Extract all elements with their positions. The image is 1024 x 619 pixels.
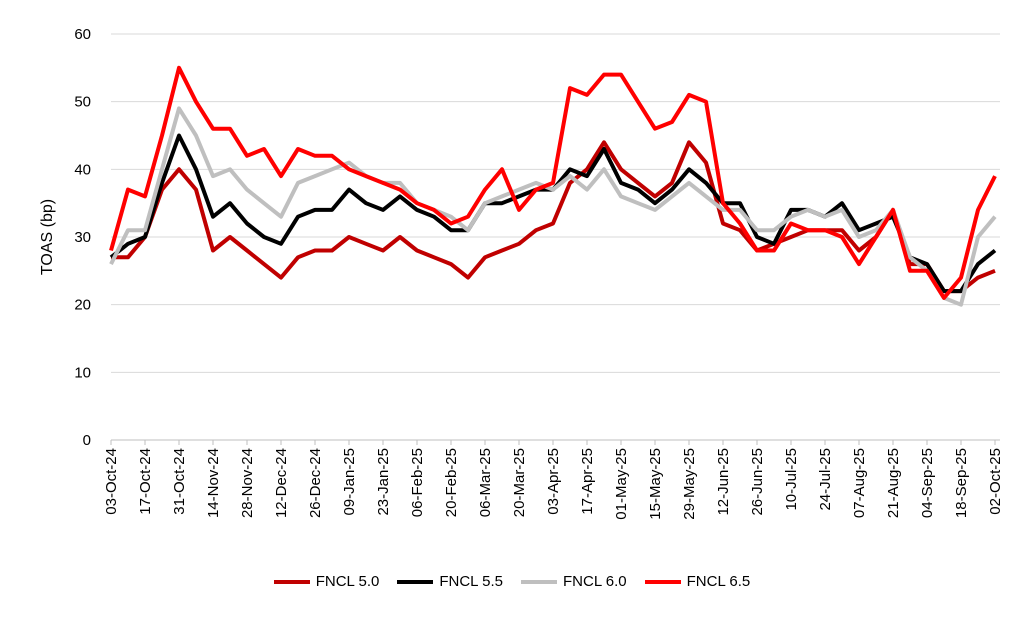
series-line-fncl-5-0 (111, 140, 996, 294)
legend-item: FNCL 6.0 (521, 573, 627, 590)
gridlines (111, 33, 1000, 441)
x-tick-label: 04-Sep-25 (919, 448, 936, 518)
legend-label: FNCL 6.0 (563, 573, 627, 590)
series-line-fncl-6-5 (109, 65, 997, 300)
y-tick-label: 10 (74, 364, 91, 381)
legend-label: FNCL 6.5 (686, 573, 751, 590)
legend-swatch (644, 579, 681, 584)
legend-label: FNCL 5.0 (315, 573, 380, 590)
y-tick-label: 0 (83, 432, 91, 449)
x-tick-label: 09-Jan-25 (341, 448, 358, 516)
x-tick-label: 18-Sep-25 (953, 448, 970, 518)
x-tick-label: 23-Jan-25 (375, 448, 392, 516)
y-tick-label: 20 (74, 297, 91, 314)
y-tick-label: 40 (74, 161, 91, 178)
x-tick-label: 26-Jun-25 (749, 448, 766, 516)
y-tick-label: 50 (74, 94, 91, 111)
y-axis-ticks: 0 10 20 30 40 50 60 (74, 26, 91, 449)
x-tick-label: 12-Dec-24 (273, 448, 290, 518)
x-tick-label: 10-Jul-25 (783, 448, 800, 511)
x-tick-label: 03-Apr-25 (545, 448, 562, 515)
legend-swatch (273, 579, 310, 584)
x-tick-label: 01-May-25 (613, 448, 630, 520)
x-tick-label: 24-Jul-25 (817, 448, 834, 511)
x-tick-label: 20-Feb-25 (443, 448, 460, 517)
y-tick-label: 30 (74, 229, 91, 246)
x-tick-label: 06-Feb-25 (409, 448, 426, 517)
x-tick-label: 26-Dec-24 (307, 448, 324, 518)
legend: FNCL 5.0 FNCL 5.5 FNCL 6.0 FNCL 6.5 (0, 573, 1024, 590)
x-axis-ticks: 03-Oct-24 17-Oct-24 31-Oct-24 14-Nov-24 28-N… (103, 440, 1004, 520)
series-line-fncl-6-0 (109, 106, 997, 307)
x-tick-label: 15-May-25 (647, 448, 664, 520)
legend-label: FNCL 5.5 (439, 573, 503, 590)
x-tick-label: 03-Oct-24 (103, 448, 120, 515)
x-tick-label: 21-Aug-25 (885, 448, 902, 518)
x-tick-label: 02-Oct-25 (987, 448, 1004, 515)
x-tick-label: 14-Nov-24 (205, 448, 222, 518)
x-tick-label: 31-Oct-24 (171, 448, 188, 515)
x-tick-label: 17-Oct-24 (137, 448, 154, 515)
legend-item: FNCL 5.0 (273, 573, 380, 590)
y-tick-label: 60 (74, 26, 91, 43)
series-lines (109, 65, 997, 307)
series-line-fncl-5-5 (109, 133, 997, 294)
legend-swatch (521, 579, 557, 584)
legend-item: FNCL 5.5 (397, 573, 503, 590)
x-tick-label: 06-Mar-25 (477, 448, 494, 517)
x-tick-label: 20-Mar-25 (511, 448, 528, 517)
y-axis-label: TOAS (bp) (39, 199, 56, 275)
x-tick-label: 28-Nov-24 (239, 448, 256, 518)
x-tick-label: 12-Jun-25 (715, 448, 732, 516)
x-tick-label: 17-Apr-25 (579, 448, 596, 515)
x-tick-label: 29-May-25 (681, 448, 698, 520)
legend-item: FNCL 6.5 (644, 573, 751, 590)
legend-swatch (397, 579, 434, 584)
x-tick-label: 07-Aug-25 (851, 448, 868, 518)
